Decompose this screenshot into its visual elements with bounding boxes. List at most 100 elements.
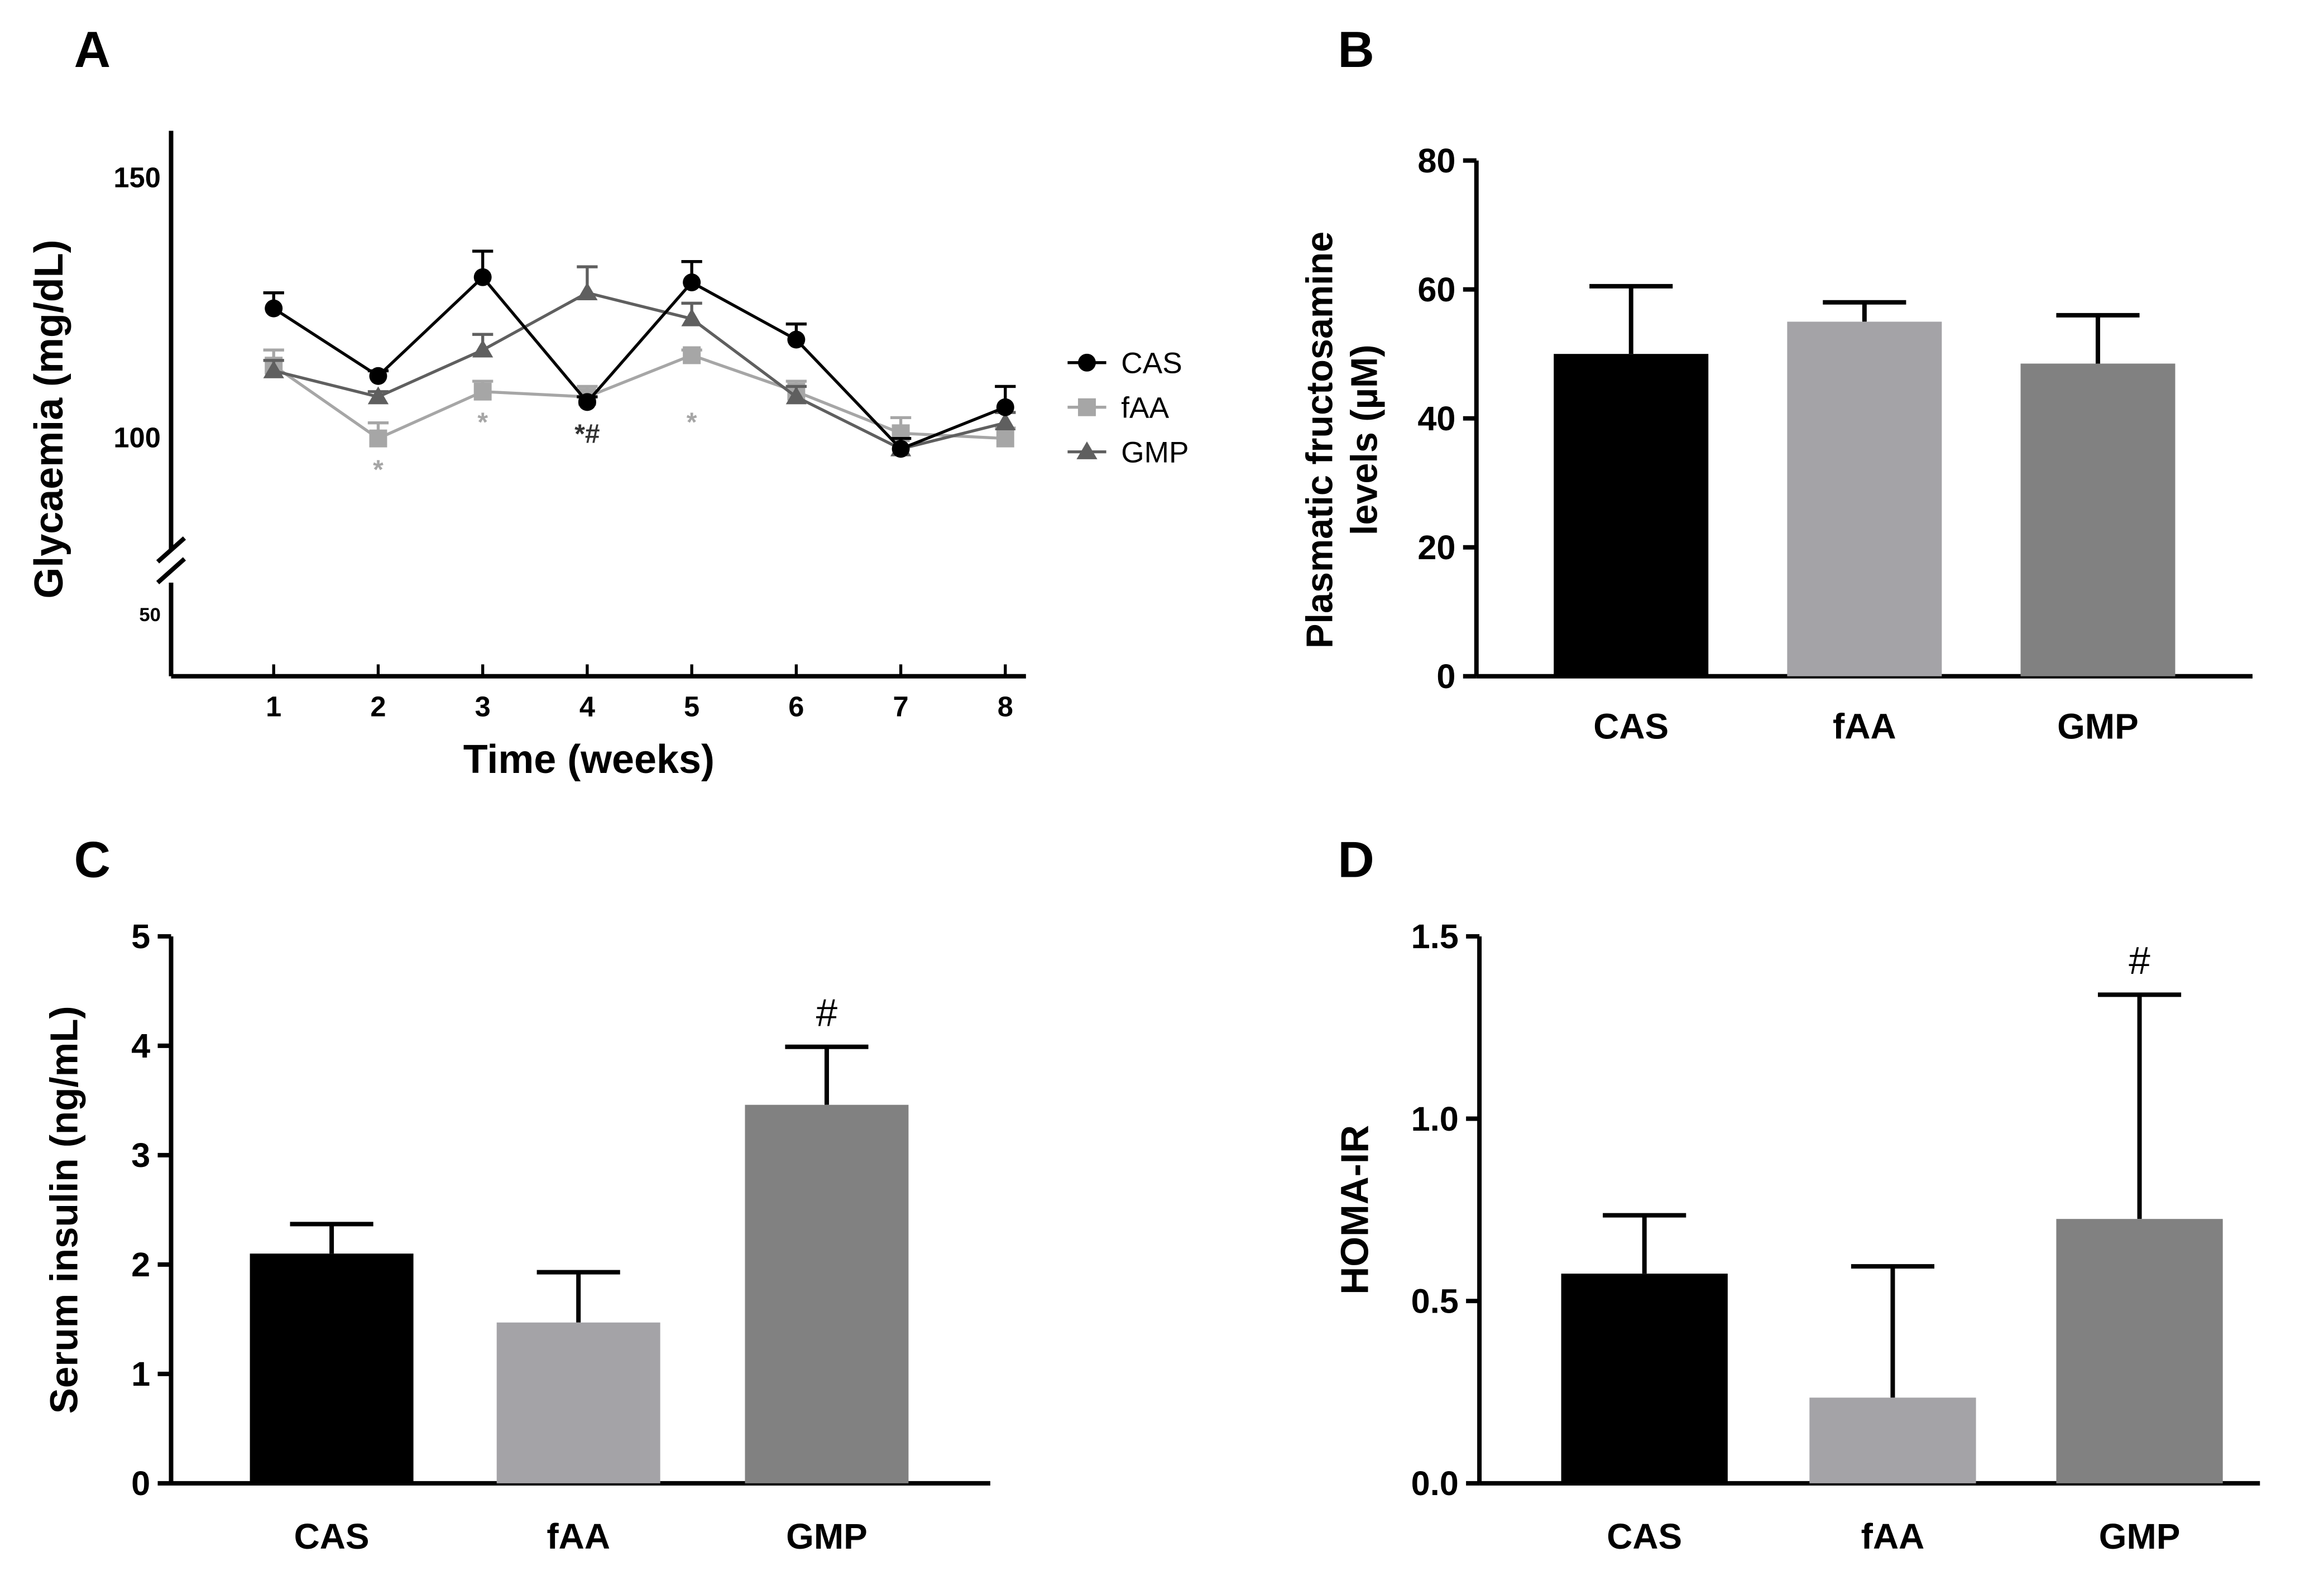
data-point	[577, 282, 598, 300]
y-tick-label: 100	[113, 422, 160, 454]
y-tick-label: 50	[139, 604, 161, 626]
bar-group-faa	[1787, 300, 1942, 676]
legend: CAS fAA GMP	[1067, 347, 1189, 469]
bar-group-faa	[1809, 1264, 1976, 1483]
series-cas	[263, 249, 1016, 458]
series-line	[272, 353, 1005, 440]
bar-group-faa	[496, 1270, 660, 1483]
x-tick-label: 2	[370, 691, 386, 723]
significance-marker: *	[477, 407, 488, 437]
bar-group-cas	[250, 1222, 414, 1483]
x-tick-label: 3	[475, 691, 491, 723]
x-tick-label: 7	[893, 691, 909, 723]
significance-marker: #	[816, 991, 838, 1035]
bar-group-cas	[1554, 284, 1709, 676]
bar	[496, 1322, 660, 1483]
panel-label-b: B	[1338, 22, 1374, 78]
data-point	[787, 330, 806, 349]
y-tick-label: 60	[1417, 271, 1455, 309]
axis-break-mark	[156, 536, 186, 564]
legend-marker	[1078, 398, 1096, 416]
significance-marker: #	[2129, 939, 2150, 982]
y-tick-label: 2	[131, 1246, 150, 1284]
x-tick-label: GMP	[786, 1516, 868, 1556]
data-point	[578, 393, 596, 411]
data-point	[683, 273, 701, 291]
data-point	[263, 360, 284, 378]
significance-marker: *	[373, 455, 384, 485]
panel-b-chart: 0 20 40 60 80 CAS fAA GMP Plasmatic fructosamine…	[1299, 142, 2253, 747]
bar	[2056, 1219, 2223, 1483]
series-line	[273, 291, 1006, 451]
panel-label-c: C	[74, 832, 111, 888]
x-tick-label: 1	[266, 691, 281, 723]
legend-label: fAA	[1121, 391, 1169, 424]
bar-group-gmp	[2020, 313, 2176, 676]
data-point	[996, 429, 1014, 448]
data-point	[369, 429, 387, 448]
y-tick-label: 4	[131, 1027, 150, 1065]
y-tick-label: 5	[131, 917, 150, 955]
panel-label-d: D	[1338, 832, 1374, 888]
x-tick-label: fAA	[547, 1516, 610, 1556]
significance-marker: *	[687, 407, 697, 437]
bar	[1787, 321, 1942, 676]
x-tick-label: GMP	[2099, 1516, 2181, 1556]
bar-group-cas	[1561, 1213, 1728, 1483]
panel-c-chart: 0 1 2 3 4 5 CAS fAA GMP # Serum insulin (ng/mL)	[42, 917, 990, 1556]
bar-group-gmp	[2056, 992, 2223, 1483]
legend-label: CAS	[1121, 347, 1182, 379]
x-tick-label: 6	[788, 691, 804, 723]
y-tick-label: 150	[113, 162, 160, 194]
y-tick-label: 3	[131, 1136, 150, 1174]
y-tick-label: 40	[1417, 400, 1455, 438]
axis-break-mark	[156, 557, 186, 584]
legend-item-cas: CAS	[1067, 347, 1182, 379]
legend-item-faa: fAA	[1067, 391, 1170, 424]
y-axis-title: Serum insulin (ng/mL)	[42, 1006, 86, 1414]
x-tick-label: fAA	[1833, 707, 1896, 747]
data-point	[369, 367, 387, 385]
panel-a-chart: 150 100 50 1 2 3 4 5 6 7 8 Time (weeks) Glycaemia (m…	[27, 131, 1189, 782]
data-point	[367, 386, 389, 405]
data-point	[892, 440, 910, 458]
y-tick-label: 80	[1417, 142, 1455, 180]
bar	[1561, 1274, 1728, 1483]
y-tick-label: 0	[1436, 657, 1455, 695]
x-tick-label: 5	[684, 691, 699, 723]
data-point	[681, 308, 702, 326]
y-axis-title: Plasmatic fructosamine	[1299, 232, 1340, 648]
y-axis-title: Glycaemia (mg/dL)	[27, 239, 71, 598]
y-tick-label: 0.5	[1411, 1282, 1459, 1320]
bar	[250, 1253, 414, 1483]
data-point	[785, 386, 807, 405]
x-tick-label: fAA	[1861, 1516, 1925, 1556]
x-tick-label: GMP	[2057, 707, 2139, 747]
y-tick-label: 0	[131, 1464, 150, 1502]
legend-marker	[1078, 353, 1096, 372]
x-tick-label: 8	[998, 691, 1013, 723]
series-line	[272, 275, 1006, 451]
y-axis-title: HOMA-IR	[1333, 1125, 1376, 1295]
bar	[1554, 354, 1709, 676]
data-point	[265, 299, 283, 318]
data-point	[473, 382, 492, 401]
legend-item-gmp: GMP	[1067, 436, 1189, 469]
x-tick-label: 4	[579, 691, 595, 723]
data-point	[996, 398, 1014, 416]
bar	[745, 1104, 909, 1483]
legend-marker	[1076, 441, 1098, 459]
data-point	[473, 268, 492, 286]
legend-label: GMP	[1121, 436, 1189, 469]
y-tick-label: 20	[1417, 529, 1455, 566]
y-tick-label: 1.5	[1411, 917, 1459, 955]
panel-d-chart: 0.0 0.5 1.0 1.5 CAS fAA GMP # HOMA-IR	[1333, 917, 2260, 1556]
bar	[1809, 1397, 1976, 1483]
data-point	[995, 412, 1016, 430]
significance-marker: *#	[574, 420, 600, 449]
x-tick-label: CAS	[1607, 1516, 1682, 1556]
y-tick-label: 0.0	[1411, 1464, 1459, 1502]
x-tick-label: CAS	[1593, 707, 1669, 747]
data-point	[683, 346, 701, 364]
